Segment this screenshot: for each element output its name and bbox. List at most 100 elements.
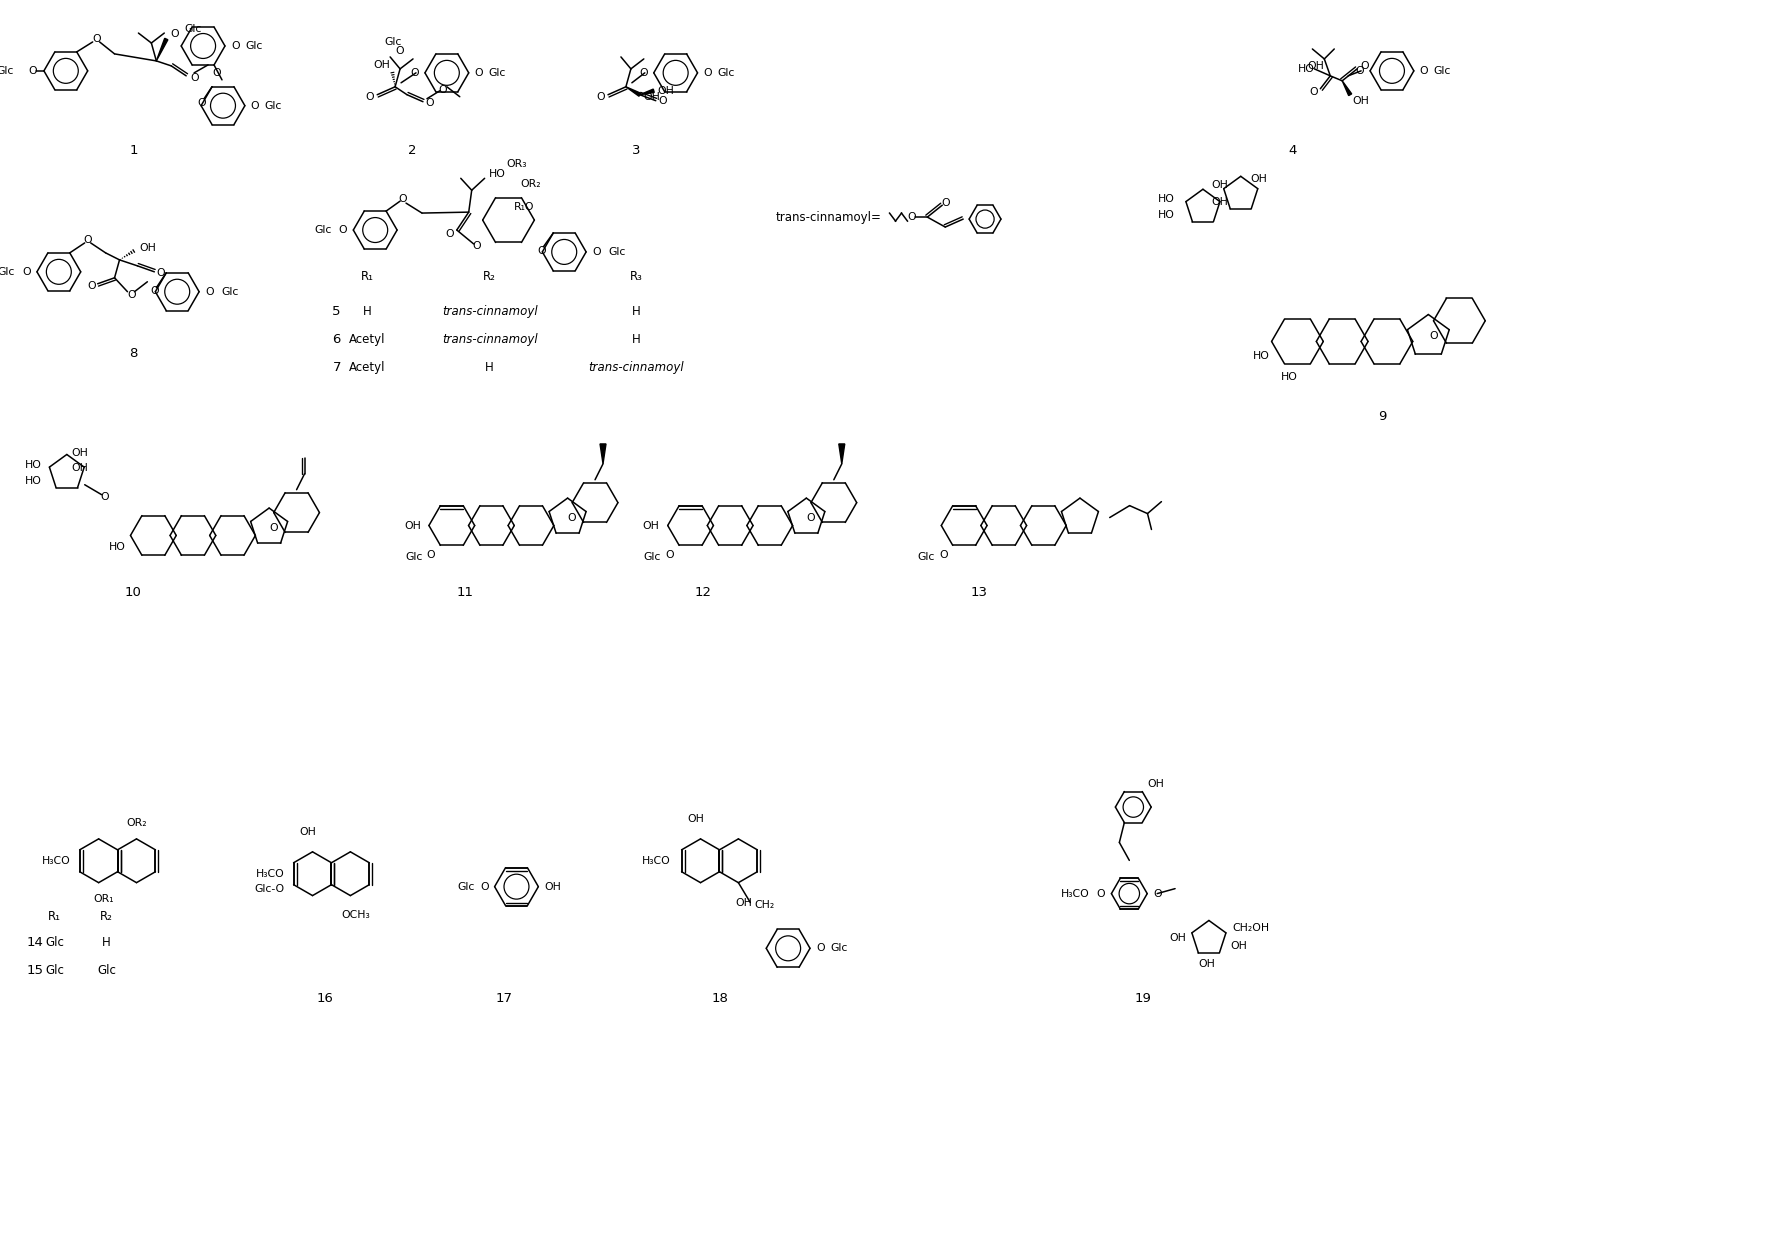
Text: H₃CO: H₃CO [255,869,285,879]
Text: O: O [480,882,489,892]
Text: H: H [363,305,372,318]
Text: O: O [425,97,434,107]
Text: OH: OH [73,448,89,458]
Text: 18: 18 [712,992,728,1004]
Text: CH₂OH: CH₂OH [1233,923,1271,933]
Text: O: O [939,551,948,561]
Text: 4: 4 [1288,144,1297,157]
Text: O: O [87,281,96,291]
Text: O: O [815,943,824,953]
Text: OH: OH [1170,933,1185,943]
Text: OH: OH [544,882,562,892]
Text: trans-cinnamoyl=: trans-cinnamoyl= [774,211,881,224]
Text: Glc: Glc [46,964,64,977]
Text: Glc: Glc [314,225,331,235]
Text: 7: 7 [333,361,340,373]
Text: O: O [703,67,712,77]
Text: O: O [1356,66,1364,76]
Text: O: O [438,85,447,95]
Text: O: O [128,290,136,300]
Text: HO: HO [1297,64,1315,74]
Polygon shape [838,443,845,463]
Text: HO: HO [25,476,43,486]
Text: OH: OH [140,244,156,254]
Text: OH: OH [643,521,659,531]
Text: O: O [1419,66,1428,76]
Text: OH: OH [374,60,390,70]
Text: OR₂: OR₂ [126,818,147,828]
Text: O: O [156,267,165,277]
Text: O: O [659,96,668,106]
Text: 12: 12 [695,586,712,598]
Text: O: O [206,287,214,297]
Text: Glc: Glc [97,964,115,977]
Text: O: O [411,67,418,77]
Text: OH: OH [1198,959,1216,969]
Text: O: O [1310,86,1318,96]
Text: HO: HO [1159,210,1175,220]
Text: OH: OH [1210,197,1228,207]
Text: HO: HO [489,170,505,180]
Text: O: O [92,34,101,44]
Text: 17: 17 [496,992,514,1004]
Text: O: O [597,91,604,101]
Text: OH: OH [1146,778,1164,788]
Text: O: O [151,286,159,296]
Text: O: O [213,67,222,77]
Text: Acetyl: Acetyl [349,361,386,373]
Text: R₂: R₂ [101,911,113,923]
Text: 15: 15 [27,964,44,977]
Text: O: O [269,522,278,532]
Text: Glc: Glc [406,552,422,562]
Polygon shape [640,89,654,95]
Text: O: O [395,46,404,56]
Text: Glc: Glc [46,936,64,949]
Text: CH₂: CH₂ [755,899,774,909]
Text: O: O [666,551,673,561]
Text: OH: OH [688,814,703,824]
Text: Glc: Glc [643,552,661,562]
Text: Glc: Glc [0,66,14,76]
Text: H₃CO: H₃CO [1061,888,1090,898]
Text: HO: HO [25,460,43,470]
Text: 5: 5 [333,305,340,318]
Text: Glc-O: Glc-O [255,883,285,893]
Text: O: O [338,225,347,235]
Text: OH: OH [735,898,751,908]
Text: Glc: Glc [245,41,262,51]
Text: H₃CO: H₃CO [641,856,670,866]
Text: O: O [640,67,649,77]
Text: Acetyl: Acetyl [349,333,386,346]
Text: H₃CO: H₃CO [43,856,71,866]
Text: R₂: R₂ [484,270,496,284]
Text: O: O [198,97,206,107]
Text: Glc: Glc [264,101,282,111]
Text: OCH₃: OCH₃ [340,911,370,921]
Text: trans-cinnamoyl: trans-cinnamoyl [588,361,684,373]
Text: OH: OH [1308,61,1324,71]
Text: O: O [1097,888,1106,898]
Text: OH: OH [73,463,89,473]
Text: OH: OH [1232,942,1247,952]
Text: 1: 1 [129,144,138,157]
Text: O: O [475,67,484,77]
Text: 8: 8 [129,347,138,360]
Text: H: H [103,936,112,949]
Text: OH: OH [1251,175,1267,185]
Text: O: O [170,29,179,39]
Text: 19: 19 [1134,992,1152,1004]
Text: 2: 2 [408,144,416,157]
Text: O: O [83,235,92,245]
Text: Glc: Glc [385,37,402,47]
Text: O: O [399,194,408,204]
Text: OH: OH [299,827,315,837]
Text: OR₃: OR₃ [507,160,526,170]
Text: H: H [631,305,640,318]
Text: OR₁: OR₁ [94,893,113,903]
Text: O: O [28,66,37,76]
Text: OH: OH [1352,96,1370,106]
Text: HO: HO [1281,372,1297,382]
Text: Glc: Glc [1434,66,1451,76]
Text: Glc: Glc [457,882,475,892]
Text: 11: 11 [455,586,473,598]
